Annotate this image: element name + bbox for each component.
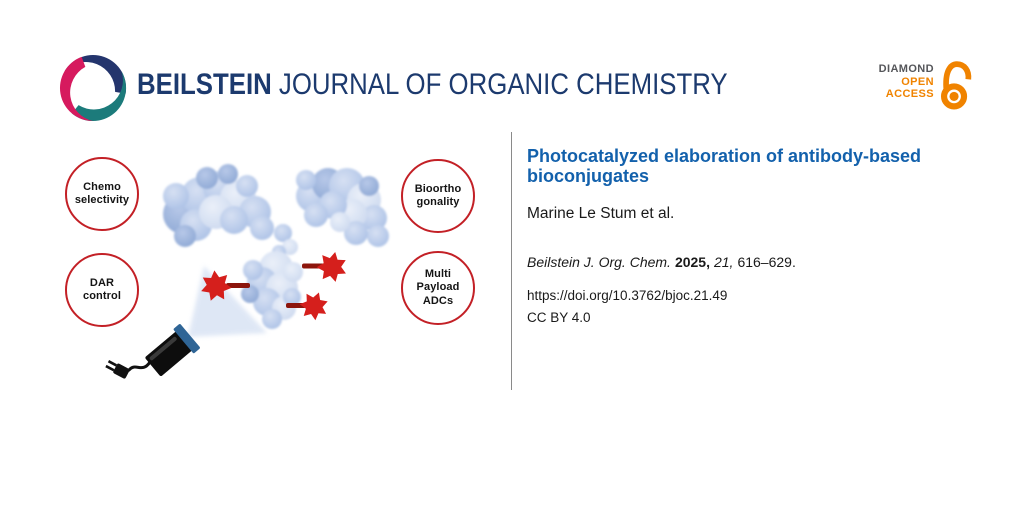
bubble-multi-payload-adcs-label: Multi Payload ADCs xyxy=(416,267,460,307)
beilstein-logo xyxy=(59,54,127,122)
citation-journal-abbrev: Beilstein J. Org. Chem. xyxy=(527,254,671,270)
light-beam-cone xyxy=(188,266,267,337)
journal-name-beilstein: BEILSTEIN xyxy=(137,68,272,101)
bubble-dar-control-label: DAR control xyxy=(83,276,121,303)
article-citation: Beilstein J. Org. Chem. 2025, 21, 616–629. xyxy=(527,254,800,270)
article-authors: Marine Le Stum et al. xyxy=(527,205,675,222)
citation-year: 2025, xyxy=(674,254,710,270)
journal-name-rest: JOURNAL OF ORGANIC CHEMISTRY xyxy=(278,68,728,101)
bubble-chemoselectivity: Chemo selectivity xyxy=(65,157,139,231)
license-label: CC BY 4.0 xyxy=(527,310,591,325)
open-access-lock-icon xyxy=(940,61,972,110)
badge-access-label: ACCESS xyxy=(885,88,934,100)
bubble-dar-control: DAR control xyxy=(65,253,139,327)
citation-pages: 616–629. xyxy=(737,254,796,270)
flashlight-icon xyxy=(105,324,200,379)
antibody-molecule xyxy=(163,164,389,329)
bubble-chemoselectivity-label: Chemo selectivity xyxy=(74,180,130,207)
diamond-open-access-badge: DIAMOND OPEN ACCESS xyxy=(879,63,934,101)
payload-linkers xyxy=(226,263,324,308)
citation-volume: 21, xyxy=(713,254,734,270)
vertical-divider xyxy=(511,132,512,390)
badge-diamond-label: DIAMOND xyxy=(878,63,934,75)
bubble-bioorthogonality-label: Bioortho gonality xyxy=(414,182,462,209)
doi-link[interactable]: https://doi.org/10.3762/bjoc.21.49 xyxy=(527,288,728,303)
article-title: Photocatalyzed elaboration of antibody-b… xyxy=(527,146,922,186)
payload-star-icons xyxy=(201,251,346,321)
bubble-bioorthogonality: Bioortho gonality xyxy=(401,159,475,233)
journal-wordmark: BEILSTEIN JOURNAL OF ORGANIC CHEMISTRY xyxy=(137,69,728,101)
badge-open-label: OPEN xyxy=(901,75,934,88)
bubble-multi-payload-adcs: Multi Payload ADCs xyxy=(401,251,475,325)
